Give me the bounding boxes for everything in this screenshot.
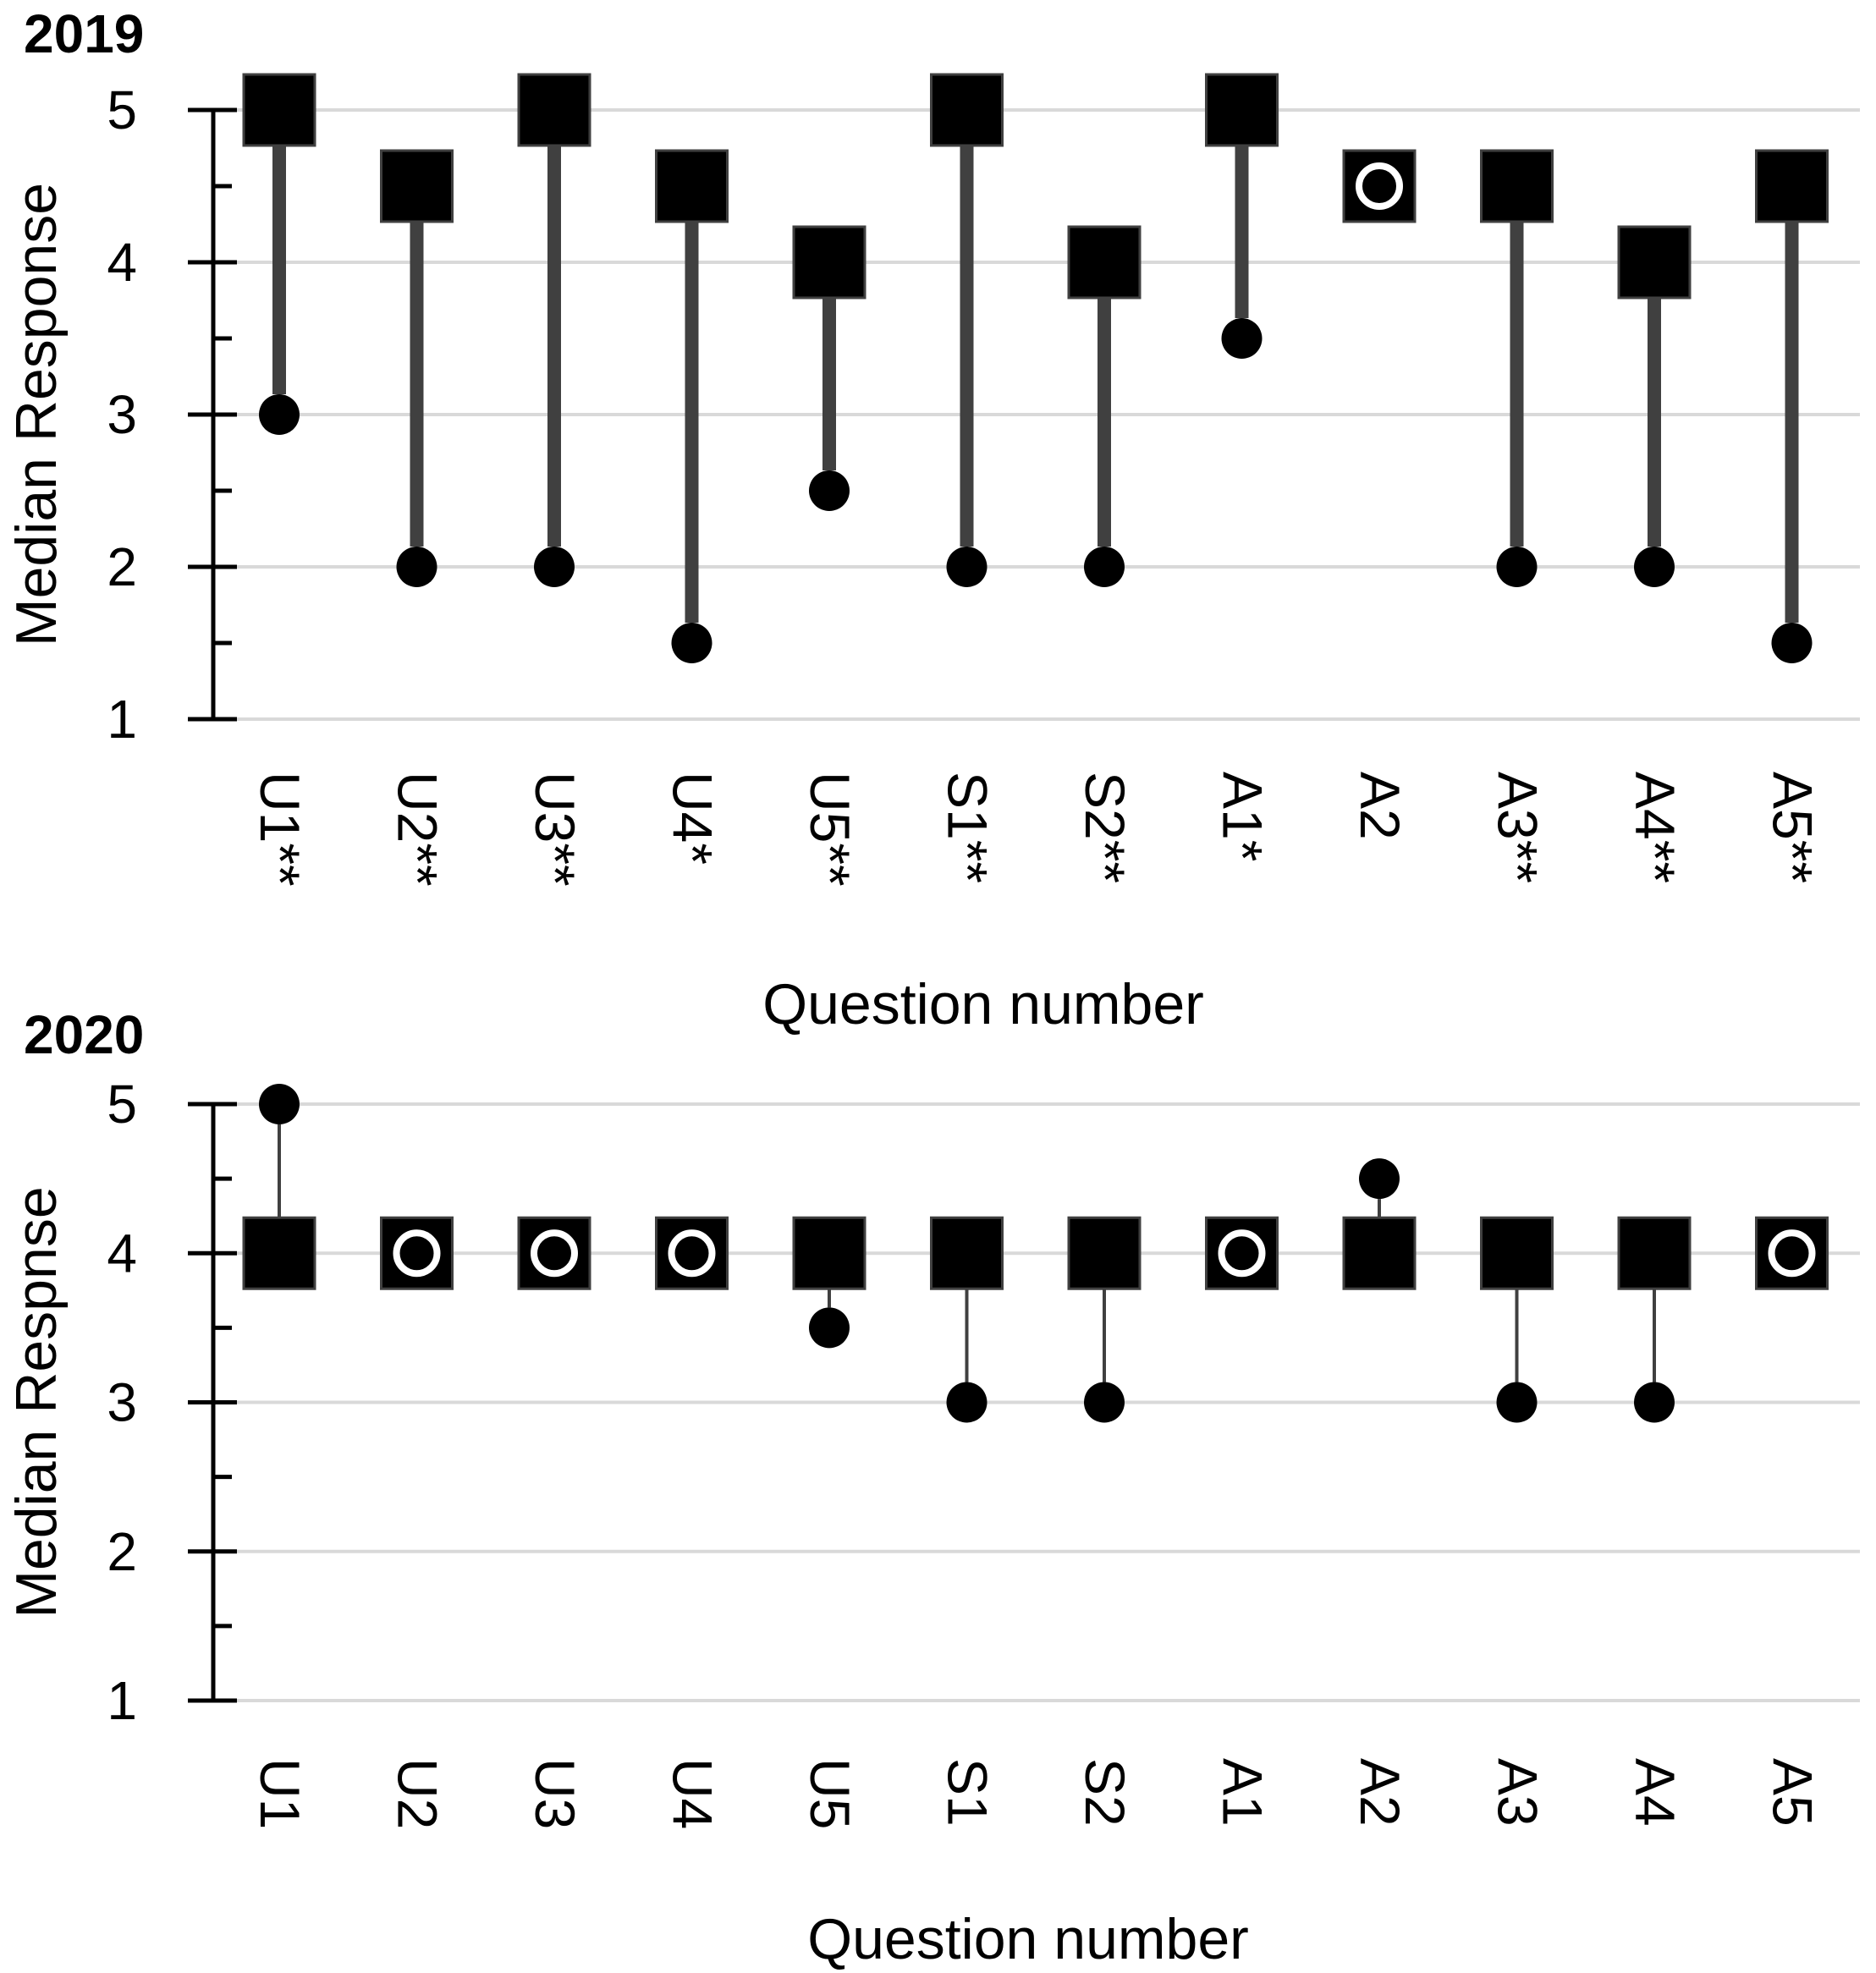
x-category-label: U4*	[662, 772, 724, 865]
circle-marker	[1496, 1382, 1538, 1423]
y-tick-label: 2	[107, 536, 137, 597]
y-axis-title: Median Respnse	[4, 1186, 69, 1618]
circle-marker	[534, 547, 575, 587]
circle-marker	[1768, 1229, 1816, 1278]
circle-marker	[396, 547, 437, 587]
x-category-label: U5**	[799, 772, 861, 887]
circle-marker	[809, 1307, 850, 1349]
x-category-label: A3	[1487, 1758, 1549, 1827]
chart-title: 2019	[24, 3, 144, 64]
square-marker	[930, 1216, 1004, 1290]
circle-marker	[1359, 1158, 1400, 1200]
circle-marker	[1084, 1382, 1125, 1423]
circle-marker	[1356, 162, 1403, 210]
y-tick-label: 4	[107, 1223, 137, 1283]
square-marker	[242, 1216, 316, 1290]
y-tick-label: 1	[107, 1670, 137, 1731]
square-marker	[380, 149, 454, 223]
chart-title: 2020	[24, 1004, 144, 1065]
circle-marker	[809, 470, 850, 511]
x-category-label: A5	[1762, 1758, 1824, 1827]
chart-2020: 2020 1 2 3 4 5 Median Respnse U1 U2 U3 U4 U5 S1 S2 A1 A…	[4, 1004, 1860, 1971]
square-marker	[1342, 1216, 1417, 1290]
square-marker	[1480, 1216, 1554, 1290]
x-category-label: A2	[1349, 772, 1411, 840]
square-marker	[1067, 225, 1142, 300]
square-marker	[517, 73, 591, 147]
square-marker	[655, 149, 729, 223]
square-marker	[1617, 225, 1692, 300]
circle-marker	[259, 394, 300, 435]
square-marker	[930, 73, 1004, 147]
square-marker	[1067, 1216, 1142, 1290]
circle-marker	[1496, 547, 1538, 587]
square-marker	[1205, 73, 1279, 147]
square-marker	[792, 1216, 866, 1290]
x-category-label: A5**	[1762, 772, 1824, 883]
square-marker	[1755, 149, 1829, 223]
circle-marker	[259, 1084, 300, 1124]
circle-marker	[1218, 1229, 1266, 1278]
x-category-label: U3**	[524, 772, 586, 887]
x-category-label: U2	[387, 1758, 449, 1829]
y-tick-label: 5	[107, 80, 137, 140]
circle-marker	[946, 547, 988, 587]
circle-marker	[393, 1229, 441, 1278]
circle-marker	[1084, 547, 1125, 587]
circle-marker	[531, 1229, 578, 1278]
x-category-label: A3**	[1487, 772, 1549, 883]
chart-2019: 2019 1 2 3 4 5 Median Response U1** U2** U3** U4* U…	[4, 3, 1860, 1036]
x-category-label: U5	[799, 1758, 861, 1829]
x-category-label: U2**	[387, 772, 449, 887]
x-category-label: U1	[249, 1758, 311, 1829]
circle-marker	[946, 1382, 988, 1423]
square-marker	[792, 225, 866, 300]
x-category-label: A4	[1624, 1758, 1686, 1827]
x-category-label: A1	[1212, 1758, 1274, 1827]
y-tick-label: 2	[107, 1521, 137, 1582]
y-tick-label: 3	[107, 1372, 137, 1433]
circle-marker	[1221, 318, 1263, 359]
square-marker	[242, 73, 316, 147]
x-category-label: S2	[1074, 1758, 1136, 1827]
y-axis-title: Median Response	[4, 183, 69, 646]
x-category-label: A2	[1349, 1758, 1411, 1827]
x-category-label: A1*	[1212, 772, 1274, 861]
circle-marker	[1634, 547, 1675, 587]
x-category-label: S1**	[937, 772, 999, 883]
circle-marker	[668, 1229, 716, 1278]
y-tick-label: 5	[107, 1074, 137, 1135]
x-category-label: A4**	[1624, 772, 1686, 883]
y-tick-label: 3	[107, 384, 137, 445]
x-category-label: U1**	[249, 772, 311, 887]
circle-marker	[671, 623, 712, 663]
square-marker	[1617, 1216, 1692, 1290]
x-axis-title: Question number	[762, 972, 1204, 1036]
circle-marker	[1771, 623, 1813, 663]
square-marker	[1480, 149, 1554, 223]
circle-marker	[1634, 1382, 1675, 1423]
x-category-label: S2**	[1074, 772, 1136, 883]
x-category-label: U4	[662, 1758, 724, 1829]
x-axis-title: Question number	[807, 1907, 1249, 1971]
x-category-label: S1	[937, 1758, 999, 1827]
y-tick-label: 4	[107, 232, 137, 293]
x-category-label: U3	[524, 1758, 586, 1829]
y-tick-label: 1	[107, 689, 137, 750]
